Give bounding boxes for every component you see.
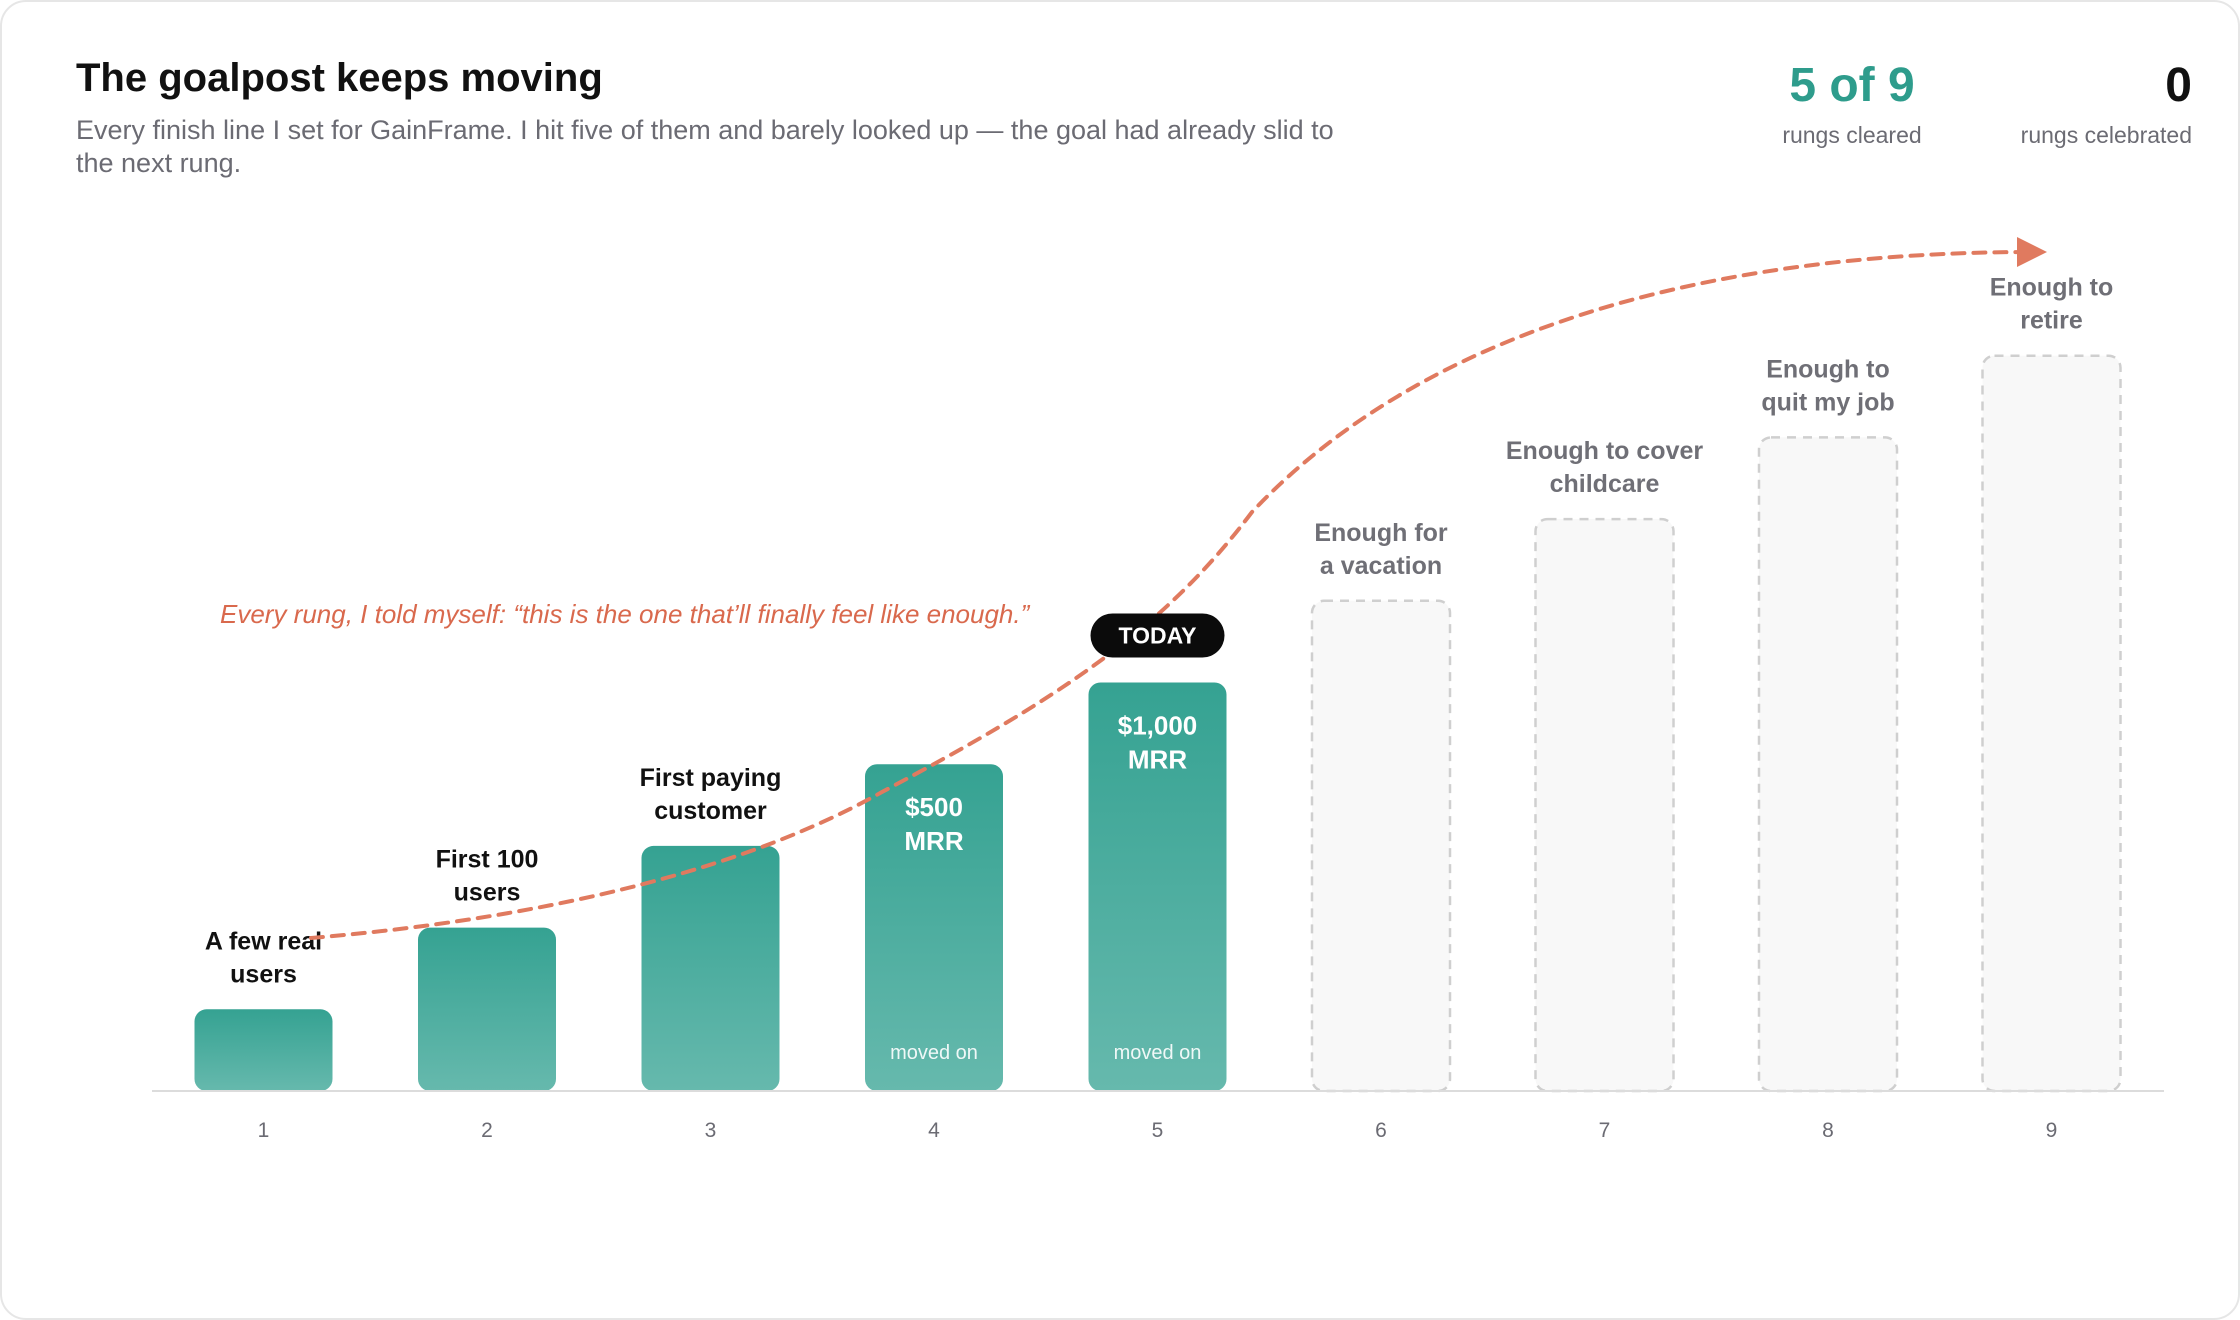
bar-label-rung-1-line-1: A few real bbox=[205, 927, 322, 955]
x-tick-label-8: 8 bbox=[1822, 1119, 1834, 1142]
chart-title: The goalpost keeps moving bbox=[76, 56, 603, 100]
bar-label-rung-9-line-2: retire bbox=[2020, 307, 2083, 335]
bar-rung-2 bbox=[418, 927, 556, 1091]
bar-label-rung-7-line-2: childcare bbox=[1550, 470, 1660, 498]
x-tick-label-1: 1 bbox=[258, 1119, 270, 1142]
bar-rung-5 bbox=[1088, 682, 1227, 1091]
x-tick-label-5: 5 bbox=[1152, 1119, 1164, 1142]
stat-rungs-cleared: 5 of 9 rungs cleared bbox=[1742, 58, 1962, 149]
stat-rungs-celebrated-label: rungs celebrated bbox=[2020, 122, 2192, 148]
bar-label-rung-6-line-1: Enough for bbox=[1314, 519, 1448, 547]
bar-label-rung-2-line-2: users bbox=[454, 879, 521, 907]
bar-rung-9 bbox=[1981, 354, 2122, 1093]
today-badge-label: TODAY bbox=[1119, 623, 1197, 649]
x-tick-label-6: 6 bbox=[1375, 1119, 1387, 1142]
bar-label-rung-3-line-2: customer bbox=[654, 797, 767, 825]
bar-rung-4 bbox=[865, 764, 1003, 1091]
stat-rungs-cleared-label: rungs cleared bbox=[1782, 122, 1922, 148]
bar-label-rung-1-line-2: users bbox=[230, 960, 297, 988]
x-tick-label-3: 3 bbox=[705, 1119, 717, 1142]
x-tick-label-9: 9 bbox=[2046, 1119, 2058, 1142]
x-tick-label-4: 4 bbox=[928, 1119, 940, 1142]
bar-label-rung-5-line-1: $1,000 bbox=[1118, 711, 1198, 741]
bar-label-rung-3-line-1: First paying bbox=[640, 764, 782, 792]
bar-rung-1 bbox=[194, 1009, 333, 1091]
bar-note-rung-4: moved on bbox=[890, 1042, 978, 1064]
bar-label-rung-7-line-1: Enough to cover bbox=[1506, 437, 1704, 465]
today-badge-pill bbox=[1090, 613, 1225, 658]
bar-note-rung-5: moved on bbox=[1114, 1042, 1202, 1064]
bar-label-rung-4-line-2: MRR bbox=[904, 826, 963, 856]
x-tick-label-7: 7 bbox=[1599, 1119, 1611, 1142]
bar-label-rung-8-line-2: quit my job bbox=[1761, 388, 1894, 416]
bar-label-rung-8-line-1: Enough to bbox=[1766, 355, 1890, 383]
stat-rungs-celebrated-value: 0 bbox=[2165, 59, 2192, 112]
x-tick-label-2: 2 bbox=[481, 1119, 493, 1142]
today-badge: TODAY bbox=[1090, 613, 1225, 658]
curve-annotation: Every rung, I told myself: “this is the … bbox=[220, 599, 1031, 629]
bar-label-rung-9-line-1: Enough to bbox=[1990, 274, 2114, 302]
bar-label-rung-2-line-1: First 100 bbox=[436, 846, 539, 874]
bar-label-rung-4-line-1: $500 bbox=[905, 792, 963, 822]
stat-rungs-celebrated: 0 rungs celebrated bbox=[1962, 58, 2192, 149]
chart-subtitle: Every finish line I set for GainFrame. I… bbox=[76, 115, 1334, 178]
bar-rung-8 bbox=[1757, 436, 1899, 1093]
stat-rungs-cleared-value: 5 of 9 bbox=[1789, 59, 1915, 112]
bar-label-rung-5-line-2: MRR bbox=[1128, 745, 1187, 775]
bar-rung-7 bbox=[1534, 517, 1675, 1093]
bar-label-rung-6-line-2: a vacation bbox=[1320, 552, 1442, 580]
bar-rung-6 bbox=[1310, 599, 1452, 1093]
bar-rung-3 bbox=[641, 845, 780, 1091]
